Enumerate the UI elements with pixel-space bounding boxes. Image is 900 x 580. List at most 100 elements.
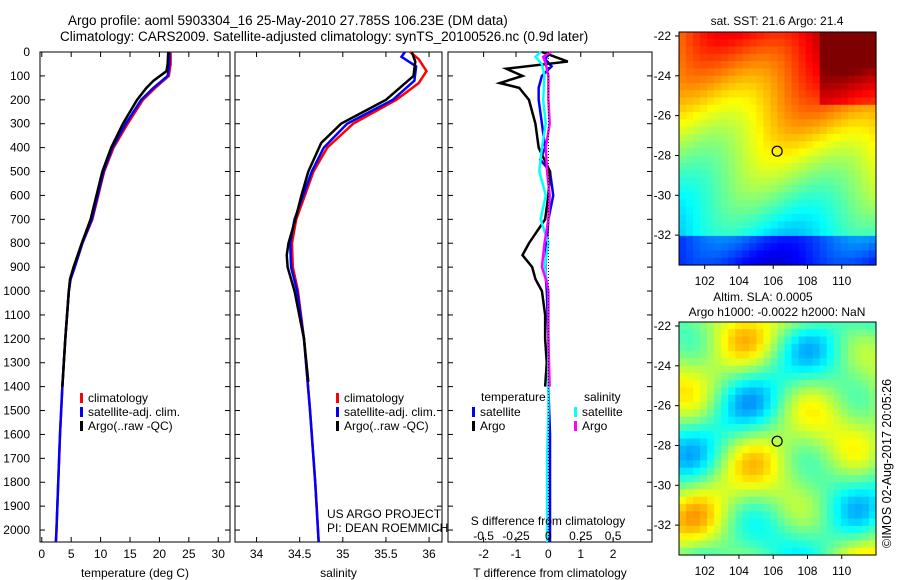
heatmap-cell [826,511,835,520]
heatmap-cell [791,199,800,208]
heatmap-cell [861,540,870,549]
heatmap-cell [707,133,715,142]
y-tick-label: 1000 [3,284,30,298]
heatmap-cell [819,540,828,549]
heatmap-cell [833,170,842,179]
heatmap-cell [861,525,870,534]
heatmap-cell [693,496,701,505]
heatmap-cell [777,141,786,150]
heatmap-cell [742,119,750,128]
heatmap-cell [679,46,687,55]
heatmap-cell [798,511,807,520]
heatmap-cell [693,257,701,266]
heatmap-cell [812,482,821,491]
heatmap-cell [707,192,715,201]
heatmap-cell [791,126,800,135]
heatmap-cell [868,119,877,128]
heatmap-cell [812,39,821,48]
heatmap-cell [798,438,807,447]
heatmap-cell [749,170,757,179]
heatmap-cell [693,438,701,447]
heatmap-cell [714,148,722,157]
heatmap-cell [728,533,736,542]
heatmap-cell [833,250,842,259]
heatmap-cell [819,199,828,208]
heatmap-cell [819,221,828,230]
temp-xlabel: temperature (deg C) [81,566,189,580]
heatmap-cell [784,365,793,374]
heatmap-cell [770,90,779,99]
heatmap-cell [770,177,779,186]
heatmap-cell [861,90,870,99]
heatmap-cell [791,438,800,447]
heatmap-cell [777,221,786,230]
heatmap-cell [721,68,729,77]
heatmap-cell [721,141,729,150]
heatmap-cell [735,133,743,142]
heatmap-cell [728,32,736,40]
heatmap-cell [791,431,800,440]
heatmap-cell [791,518,800,527]
heatmap-cell [763,126,772,135]
heatmap-cell [777,228,786,237]
heatmap-cell [686,372,694,381]
heatmap-cell [742,336,750,345]
heatmap-cell [819,257,828,266]
heatmap-cell [826,496,835,505]
heatmap-cell [847,496,856,505]
heatmap-cell [686,133,694,142]
heatmap-cell [868,221,877,230]
heatmap-cell [833,343,842,352]
heatmap-cell [847,214,856,222]
heatmap-cell [833,467,842,476]
heatmap-cell [763,496,772,505]
heatmap-cell [700,155,708,164]
heatmap-cell [826,329,835,338]
heatmap-cell [784,343,793,352]
heatmap-cell [868,460,877,469]
heatmap-cell [728,460,736,469]
heatmap-cell [861,250,870,259]
heatmap-cell [784,409,793,418]
heatmap-cell [791,533,800,542]
heatmap-cell [854,243,863,252]
heatmap-cell [847,453,856,461]
heatmap-cell [770,214,779,222]
heatmap-cell [854,387,863,396]
heatmap-cell [833,445,842,454]
heatmap-cell [707,184,715,193]
heatmap-cell [805,358,814,367]
heatmap-cell [812,416,821,425]
heatmap-cell [840,380,849,389]
heatmap-cell [679,257,687,266]
heatmap-cell [714,250,722,259]
heatmap-cell [693,199,701,208]
heatmap-cell [763,423,772,432]
heatmap-cell [735,511,743,520]
heatmap-cell [686,250,694,259]
y-tick-label: 1700 [3,451,30,465]
heatmap-cell [798,90,807,99]
heatmap-cell [847,489,856,498]
heatmap-cell [833,496,842,505]
heatmap-cell [742,416,750,425]
heatmap-cell [693,322,701,330]
heatmap-cell [679,177,687,186]
heatmap-cell [756,453,765,461]
heatmap-cell [868,133,877,142]
heatmap-cell [784,206,793,215]
heatmap-cell [763,416,772,425]
heatmap-cell [763,329,772,338]
y-tick-label: -26 [654,399,672,413]
heatmap-cell [763,39,772,48]
heatmap-cell [805,380,814,389]
heatmap-cell [812,525,821,534]
heatmap-cell [826,372,835,381]
heatmap-cell [840,163,849,171]
heatmap-cell [798,387,807,396]
heatmap-cell [721,351,729,360]
heatmap-cell [854,467,863,476]
heatmap-cell [833,97,842,106]
heatmap-cell [714,82,722,91]
heatmap-cell [812,148,821,157]
